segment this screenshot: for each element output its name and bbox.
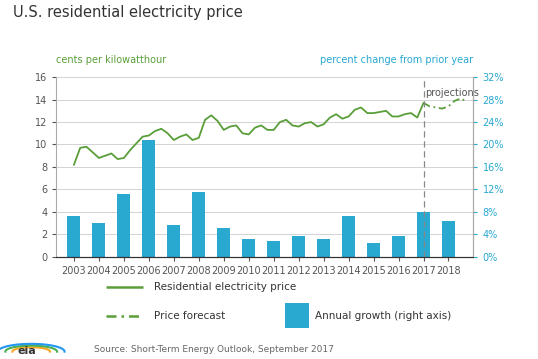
Bar bbox=[342, 216, 355, 257]
Bar bbox=[93, 223, 105, 257]
Bar bbox=[143, 140, 155, 257]
Text: U.S. residential electricity price: U.S. residential electricity price bbox=[13, 5, 243, 20]
Bar bbox=[267, 241, 280, 257]
Text: percent change from prior year: percent change from prior year bbox=[320, 55, 473, 65]
Bar bbox=[192, 192, 206, 257]
Bar bbox=[442, 221, 455, 257]
Bar bbox=[167, 225, 180, 257]
Text: Price forecast: Price forecast bbox=[154, 311, 225, 321]
Bar bbox=[242, 239, 255, 257]
Text: eia: eia bbox=[18, 346, 37, 356]
Text: Source: Short-Term Energy Outlook, September 2017: Source: Short-Term Energy Outlook, Septe… bbox=[94, 345, 334, 354]
Bar bbox=[392, 237, 405, 257]
Text: Residential electricity price: Residential electricity price bbox=[154, 282, 296, 292]
Bar bbox=[367, 243, 380, 257]
Bar bbox=[285, 303, 309, 328]
Bar bbox=[117, 194, 130, 257]
Bar bbox=[67, 216, 81, 257]
Bar bbox=[292, 237, 305, 257]
Bar bbox=[317, 239, 330, 257]
Text: cents per kilowatthour: cents per kilowatthour bbox=[56, 55, 167, 65]
Text: projections: projections bbox=[426, 88, 479, 98]
Bar bbox=[217, 228, 230, 257]
Text: Annual growth (right axis): Annual growth (right axis) bbox=[315, 311, 451, 321]
Bar bbox=[417, 212, 430, 257]
